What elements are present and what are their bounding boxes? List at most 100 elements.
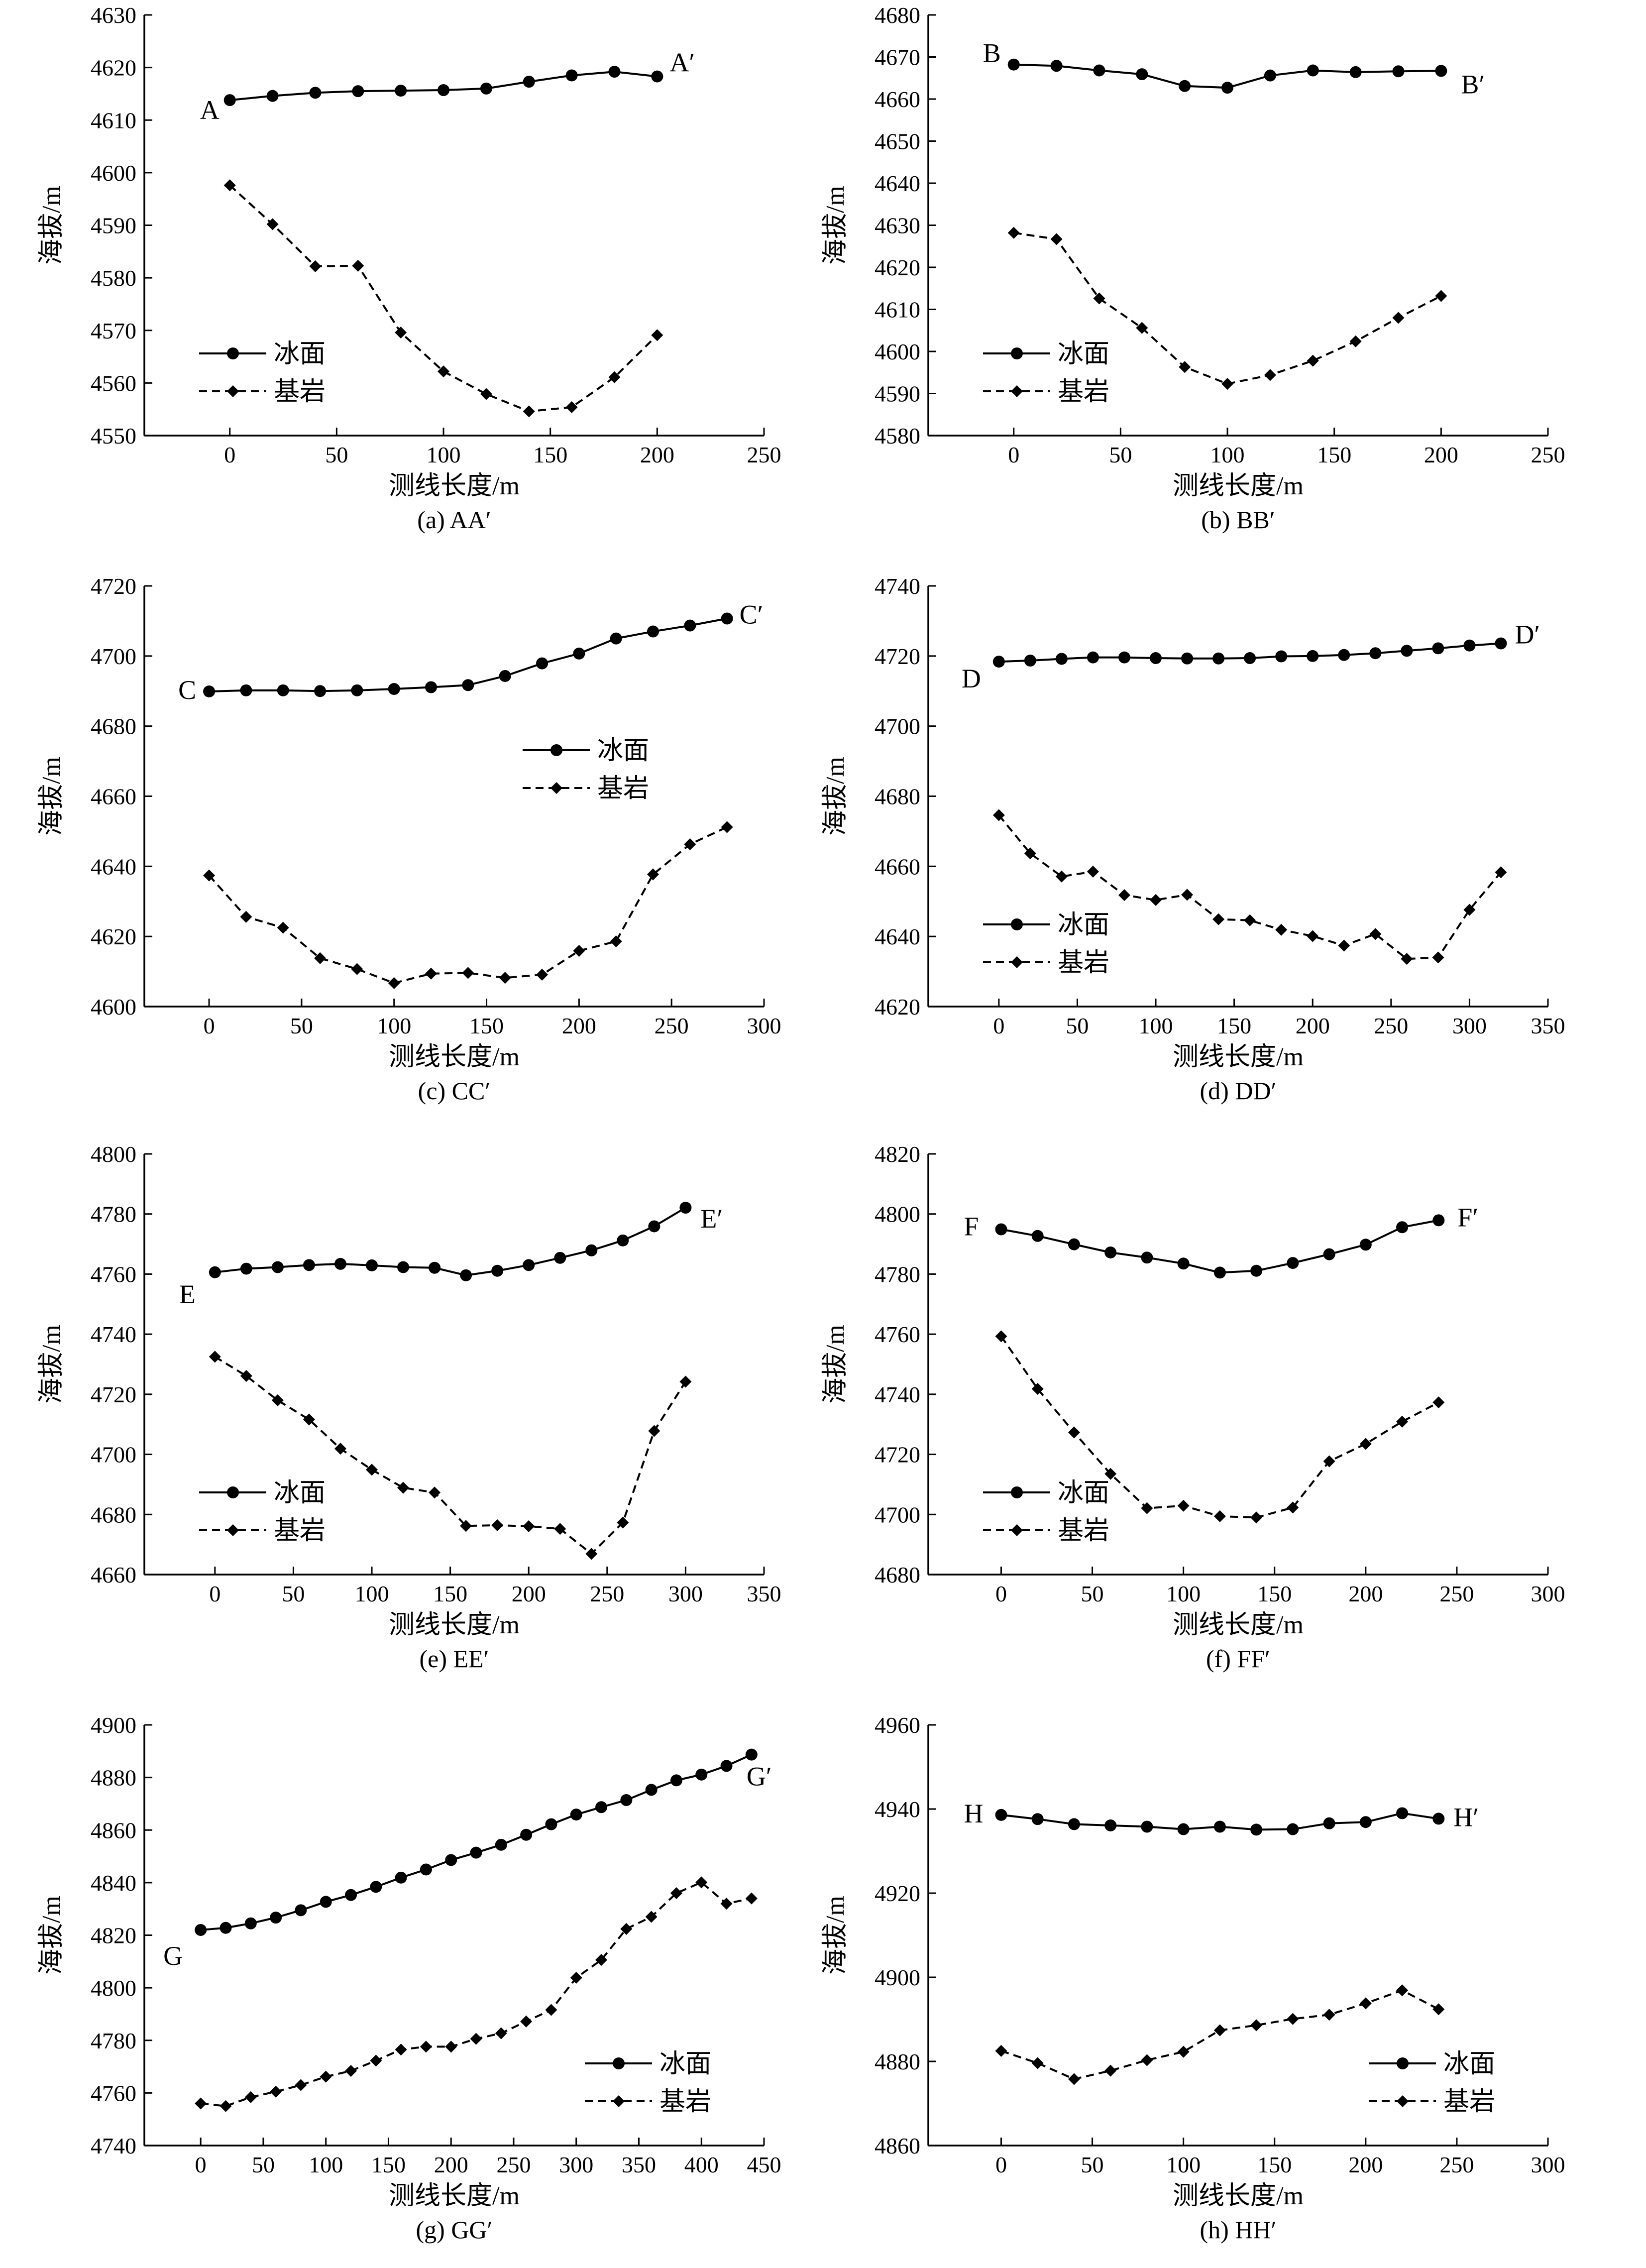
bedrock-point (1024, 847, 1036, 860)
x-tick-label: 0 (224, 442, 235, 467)
bedrock-point (679, 1375, 692, 1388)
bedrock-point (1349, 335, 1362, 347)
legend-marker-bedrock (1011, 956, 1023, 968)
ice-surface-point (445, 1854, 457, 1866)
x-tick-label: 150 (1217, 1013, 1251, 1038)
bedrock-point (684, 838, 696, 850)
x-tick-label: 0 (995, 1581, 1007, 1606)
ice-surface-point (647, 625, 659, 638)
ice-surface-point (995, 1223, 1007, 1236)
bedrock-point (1250, 1511, 1263, 1524)
bedrock-point (1396, 1415, 1409, 1428)
y-tick-label: 4570 (91, 318, 136, 343)
bedrock-point (219, 2100, 232, 2112)
ice-surface-point (320, 1896, 332, 1908)
x-axis-title: 测线长度/m (1173, 472, 1304, 500)
bedrock-point (554, 1523, 566, 1535)
y-axis-title: 海拔/m (821, 1325, 850, 1404)
ice-surface-point (1307, 64, 1319, 77)
bedrock-point (523, 1520, 535, 1532)
ice-surface-point (1463, 639, 1476, 652)
y-tick-label: 4660 (875, 87, 920, 112)
ice-surface-point (720, 1760, 733, 1772)
bedrock-point (651, 329, 663, 341)
ice-surface-point (545, 1818, 557, 1830)
bedrock-point (303, 1413, 315, 1426)
bedrock-point (429, 1486, 441, 1499)
y-axis-title: 海拔/m (37, 186, 66, 265)
profile-start-label: F (964, 1211, 979, 1241)
ice-surface-point (610, 632, 622, 645)
ice-surface-point (1287, 1823, 1299, 1835)
ice-surface-point (523, 76, 535, 88)
bedrock-point (745, 1892, 758, 1905)
ice-surface-point (388, 683, 400, 695)
y-tick-label: 4700 (875, 714, 920, 739)
bedrock-point (1435, 290, 1447, 302)
bedrock-point (1307, 930, 1319, 942)
ice-surface-point (219, 1922, 232, 1934)
legend-marker-bedrock (613, 2095, 625, 2107)
ice-surface-point (1093, 64, 1105, 77)
ice-surface-point (695, 1768, 708, 1781)
y-tick-label: 4620 (875, 255, 920, 280)
bedrock-point (438, 365, 450, 378)
y-tick-label: 4700 (91, 644, 136, 669)
legend-marker-surface (227, 347, 239, 359)
ice-surface-point (395, 85, 407, 97)
ice-surface-point (244, 1917, 257, 1929)
ice-surface-point (573, 647, 585, 660)
bedrock-point (720, 1898, 733, 1910)
bedrock-point (1250, 2019, 1263, 2032)
legend-marker-surface (550, 744, 562, 756)
ice-surface-point (670, 1774, 682, 1787)
bedrock-point (203, 869, 216, 882)
x-tick-label: 200 (512, 1581, 546, 1606)
y-tick-label: 4560 (91, 370, 136, 396)
ice-surface-point (645, 1784, 658, 1796)
ice-surface-point (495, 1838, 507, 1851)
x-tick-label: 100 (377, 1013, 411, 1038)
x-axis-title: 测线长度/m (389, 1611, 520, 1639)
ice-surface-point (1150, 652, 1162, 665)
y-axis-title: 海拔/m (821, 757, 850, 836)
bedrock-point (608, 371, 621, 383)
bedrock-point (645, 1911, 658, 1923)
x-axis-title: 测线长度/m (389, 1043, 520, 1071)
chart-caption: (e) EE′ (419, 1645, 489, 1673)
bedrock-point (244, 2091, 257, 2103)
y-tick-label: 4660 (91, 1562, 136, 1588)
ice-surface-point (1212, 652, 1225, 665)
x-tick-label: 100 (1166, 1581, 1201, 1606)
y-axis-title: 海拔/m (37, 1325, 66, 1404)
chart-panel-d: 4620 4640 4660 4680 4700 4720 4740 0 50 100 150 200… (821, 573, 1565, 1105)
ice-surface-point (651, 70, 663, 83)
ice-surface-point (395, 1871, 407, 1884)
ice-surface-point (1432, 1813, 1445, 1825)
bedrock-point (1287, 1501, 1299, 1514)
ice-surface-point (1323, 1817, 1335, 1829)
profile-start-label: G (163, 1941, 183, 1971)
y-tick-label: 4800 (91, 1975, 136, 2001)
profile-start-label: B (983, 38, 1001, 68)
bedrock-point (573, 945, 585, 957)
y-tick-label: 4780 (91, 2028, 136, 2053)
legend-label-surface: 冰面 (274, 340, 326, 368)
y-tick-label: 4610 (875, 297, 920, 323)
x-tick-label: 50 (1081, 2152, 1104, 2177)
legend-label-bedrock: 基岩 (1058, 1517, 1109, 1545)
bedrock-point (992, 809, 1005, 821)
x-tick-label: 200 (1348, 1581, 1383, 1606)
chart-panel-f: 4680 4700 4720 4740 4760 4780 4800 4820 0 50 100 15… (821, 1141, 1565, 1673)
ice-surface-point (1349, 66, 1362, 78)
y-tick-label: 4640 (875, 924, 920, 949)
bedrock-point (1213, 1510, 1226, 1522)
bedrock-point (334, 1443, 346, 1455)
profile-end-label: A′ (669, 48, 695, 78)
x-tick-label: 300 (1531, 1581, 1565, 1606)
bedrock-point (1104, 2064, 1117, 2077)
legend-marker-bedrock (550, 782, 562, 794)
x-tick-label: 0 (209, 1581, 220, 1606)
